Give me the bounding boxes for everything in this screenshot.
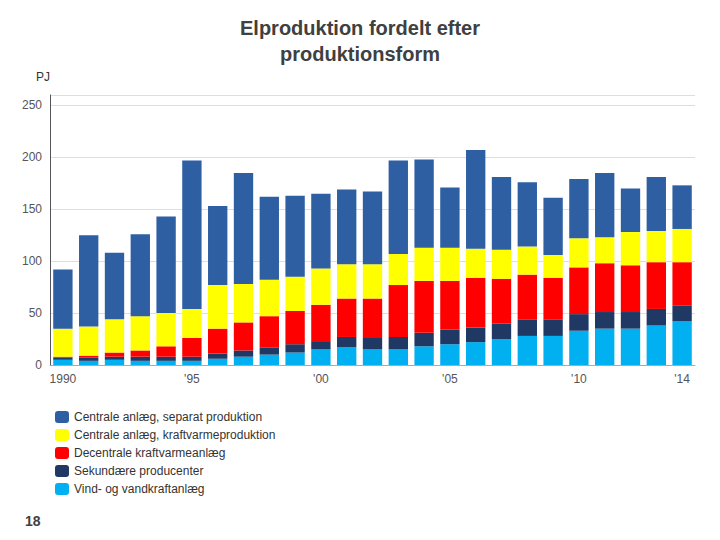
svg-text:'95: '95	[184, 372, 200, 386]
svg-text:50: 50	[29, 306, 43, 320]
svg-text:produktionsform: produktionsform	[280, 43, 440, 65]
svg-text:Elproduktion fordelt efter: Elproduktion fordelt efter	[240, 17, 480, 39]
svg-text:200: 200	[22, 150, 42, 164]
svg-text:100: 100	[22, 254, 42, 268]
svg-text:'00: '00	[313, 372, 329, 386]
svg-text:1990: 1990	[50, 372, 77, 386]
svg-text:'10: '10	[571, 372, 587, 386]
svg-text:'14: '14	[674, 372, 690, 386]
svg-text:'05: '05	[442, 372, 458, 386]
svg-text:Vind- og vandkraftanlæg: Vind- og vandkraftanlæg	[74, 482, 205, 496]
svg-text:Centrale anlæg, kraftvarmeprod: Centrale anlæg, kraftvarmeproduktion	[74, 428, 275, 442]
svg-text:150: 150	[22, 202, 42, 216]
svg-text:250: 250	[22, 98, 42, 112]
svg-text:Decentrale kraftvarmeanlæg: Decentrale kraftvarmeanlæg	[74, 446, 225, 460]
svg-text:PJ: PJ	[36, 70, 50, 84]
svg-text:Centrale anlæg, separat produk: Centrale anlæg, separat produktion	[74, 410, 262, 424]
svg-text:18: 18	[25, 513, 41, 529]
svg-text:Sekundære producenter: Sekundære producenter	[74, 464, 203, 478]
svg-text:0: 0	[35, 358, 42, 372]
